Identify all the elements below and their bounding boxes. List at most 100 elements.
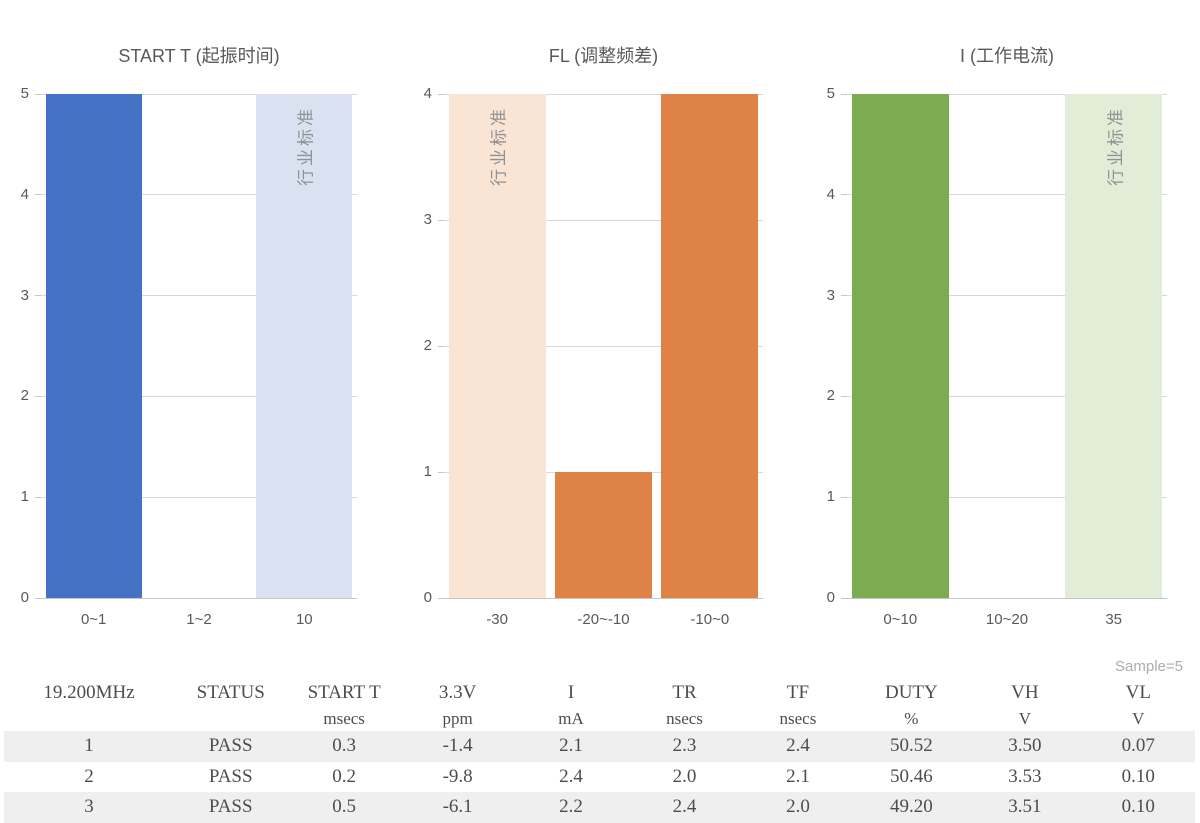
table-row: 1 PASS 0.3 -1.4 2.1 2.3 2.4 50.52 3.50 0.07 [4,731,1195,762]
table-cell: 2.1 [786,765,810,787]
gridline [41,93,357,95]
x-tick-label: 10 [295,611,313,628]
column-header: TF [786,682,810,703]
table-cell: -6.1 [442,796,473,818]
table-cell: 0.2 [332,765,357,787]
bar-0~1 [45,94,142,598]
gridline [847,395,1167,397]
table-row: 3 PASS 0.5 -6.1 2.2 2.4 2.0 49.20 3.51 0.10 [4,792,1195,823]
industry-standard-label: 行业标准 [296,106,316,186]
y-tick-label: 4 [423,85,432,102]
column-unit: mA [558,708,584,728]
y-tick-mark [841,93,847,95]
y-tick-mark [841,395,847,397]
chart-2-plot: FL (调整频差) 0 1 2 3 4 行业标准 -30 -20~-10 -10~0 [424,46,763,628]
column-header: VL [1125,682,1151,703]
gridline [444,93,763,95]
gridline [847,295,1167,297]
y-tick-mark [438,597,444,599]
bar-35 [1065,94,1163,598]
table-cell: 2.4 [559,765,583,787]
column-header: STATUS [196,682,265,703]
bar-0~10 [851,94,949,598]
column-header: I [567,682,575,703]
gridline [847,194,1167,196]
measurement-table: Sample=5 19.200MHz STATUS START T 3.3V I TR TF… [4,656,1195,823]
gridline [847,93,1167,95]
table-cell: 50.52 [890,735,933,757]
y-tick-mark [438,219,444,221]
table-cell: 2 [84,765,94,787]
column-header: 3.3V [438,682,477,703]
x-tick-label: 0~1 [80,611,107,628]
y-tick-mark [35,395,41,397]
y-tick-mark [35,194,41,196]
y-tick-label: 0 [423,589,432,606]
table-cell: 1 [84,735,94,757]
y-tick-label: 2 [20,387,29,405]
industry-standard-label: 行业标准 [489,106,509,186]
column-unit: nsecs [666,708,703,728]
table-cell: 0.3 [332,735,357,757]
chart-title: I (工作电流) [960,46,1054,66]
y-tick-label: 1 [20,488,29,506]
gridline [41,395,357,397]
table-cell: 50.46 [890,765,933,787]
y-tick-mark [35,597,41,599]
y-tick-label: 3 [423,211,432,228]
y-tick-label: 1 [423,463,432,480]
column-unit: nsecs [779,708,817,728]
column-header: START T [307,682,381,703]
gridline [41,496,357,498]
sample-count-label: Sample=5 [1115,658,1183,675]
y-tick-mark [438,471,444,473]
table-cell: -9.8 [442,765,473,787]
gridline [444,597,763,599]
y-tick-label: 0 [826,589,835,606]
table-cell: 2.3 [672,735,697,757]
y-tick-label: 4 [20,185,29,203]
column-unit: % [904,708,919,728]
y-tick-label: 0 [20,589,29,606]
gridline [41,597,357,599]
chart-title: FL (调整频差) [548,46,659,66]
column-unit: V [1018,708,1031,728]
y-tick-mark [35,93,41,95]
bar--10~0 [661,94,759,598]
table-cell: 2.4 [672,796,697,818]
y-tick-mark [438,93,444,95]
chart-title: START T (起振时间) [118,46,280,66]
gridline [41,194,357,196]
chart-3-plot: I (工作电流) 0 1 2 3 4 5 0~10 10~20 行业标准 35 [827,46,1167,628]
column-header: TR [672,682,697,703]
table-cell: 49.20 [890,796,933,818]
table-cell: 0.10 [1121,765,1155,787]
table-cell: 3 [84,796,94,818]
table-cell: 3.51 [1008,796,1042,818]
bar--20~-10 [555,472,652,598]
column-header: DUTY [884,682,938,703]
table-cell: 2.2 [559,796,583,818]
table-cell: PASS [208,735,253,757]
table-cell: 2.4 [786,735,810,757]
x-tick-label: -30 [486,611,508,628]
y-tick-label: 2 [423,337,432,354]
gridline [444,345,763,347]
x-tick-label: -10~0 [690,611,730,628]
y-tick-mark [841,496,847,498]
x-tick-label: -20~-10 [577,611,630,628]
table-cell: 2.0 [672,765,697,787]
y-tick-mark [841,597,847,599]
chart-1-plot: START T (起振时间) 0 1 2 3 4 5 0~1 1~2 行业标准 10 [21,46,357,628]
column-unit: msecs [323,708,365,728]
y-tick-mark [841,194,847,196]
y-tick-mark [438,345,444,347]
gridline [847,597,1167,599]
table-row: 2 PASS 0.2 -9.8 2.4 2.0 2.1 50.46 3.53 0.10 [4,762,1195,793]
y-tick-label: 4 [826,185,835,203]
table-header-units: msecs ppm mA nsecs nsecs% V V [4,706,1195,731]
table-cell: 3.53 [1008,765,1042,787]
bar-10 [256,94,353,598]
y-tick-mark [35,295,41,297]
